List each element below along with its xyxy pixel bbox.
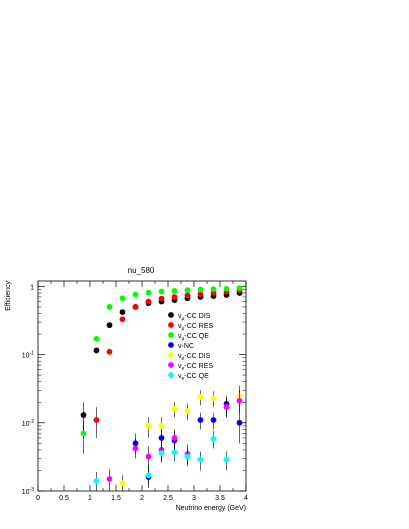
data-point [236,397,243,404]
data-point [93,347,100,354]
data-point [93,478,100,484]
legend-marker [168,352,174,358]
data-point [197,291,204,298]
data-point [184,453,191,460]
x-tick-label: 1 [88,495,92,502]
x-tick-label: 1.5 [111,495,121,502]
legend-label: νe-CC QE [178,373,209,382]
data-point [119,309,126,315]
series--cc-qe [80,285,243,454]
data-point [119,480,126,487]
data-point [80,430,87,437]
series--cc-qe [93,430,230,491]
legend-label: νμ-CC DIS [178,313,211,322]
legend-marker [168,322,174,328]
data-series [80,285,243,491]
data-point [236,285,243,292]
data-point [210,286,217,293]
data-point [93,417,100,423]
data-point [80,412,87,418]
data-point [184,287,191,294]
legend-label: νe-CC DIS [178,353,211,362]
data-point [210,417,217,423]
data-point [93,335,100,342]
data-point [119,316,126,323]
data-point [210,395,217,402]
data-point [106,322,113,329]
data-point [184,292,191,299]
series--cc-dis [119,385,243,491]
data-point [171,449,178,456]
x-tick-label: 0.5 [59,495,69,502]
y-axis: 10-3 10-2 10-1 1 [22,284,246,496]
data-point [106,348,113,355]
x-tick-label: 3 [192,495,196,502]
legend-label: νμ-CC QE [178,333,209,342]
data-point [158,423,165,429]
x-axis-label: Neutrino energy (GeV) [176,505,246,512]
data-point [145,453,152,460]
legend-marker [168,372,174,378]
data-point [106,304,113,310]
x-tick-label: 2 [140,495,144,502]
data-point [171,287,178,294]
data-point [197,393,204,400]
x-tick-label: 3.5 [215,495,225,502]
y-axis-label: Efficiency [5,281,12,311]
data-point [171,405,178,412]
legend-label: ν-NC [178,343,194,350]
data-point [223,456,230,463]
data-point [119,295,126,302]
x-tick-label: 2.5 [163,495,173,502]
legend-marker [168,312,174,318]
y-tick-label: 1 [30,284,34,291]
legend-marker [168,362,174,368]
data-point [106,476,113,482]
data-point [184,407,191,414]
chart-title: nu_580 [128,266,155,275]
data-point [171,435,178,441]
data-point [158,295,165,302]
data-point [197,417,204,423]
x-axis: 0 0.5 1 1.5 2 2.5 3 3.5 4 [36,281,248,502]
x-tick-label: 0 [36,495,40,502]
legend-label: νe-CC RES [178,363,213,372]
data-point [145,423,152,429]
data-point [145,289,152,296]
data-point [132,445,139,452]
data-point [171,294,178,300]
data-point [132,304,139,310]
data-point [223,404,230,410]
y-tick-label: 10-2 [22,419,34,428]
data-point [145,298,152,305]
data-point [223,285,230,292]
y-tick-label: 10-3 [22,487,34,496]
legend-label: νμ-CC RES [178,323,214,332]
data-point [132,291,139,298]
legend-marker [168,342,174,348]
data-point [145,472,152,479]
data-point [197,286,204,293]
data-point [158,450,165,456]
data-point [197,456,204,463]
x-tick-label: 4 [244,495,248,502]
data-point [158,288,165,295]
data-point [236,419,243,426]
data-point [210,436,217,442]
legend-marker [168,332,174,338]
y-tick-label: 10-1 [22,351,34,360]
